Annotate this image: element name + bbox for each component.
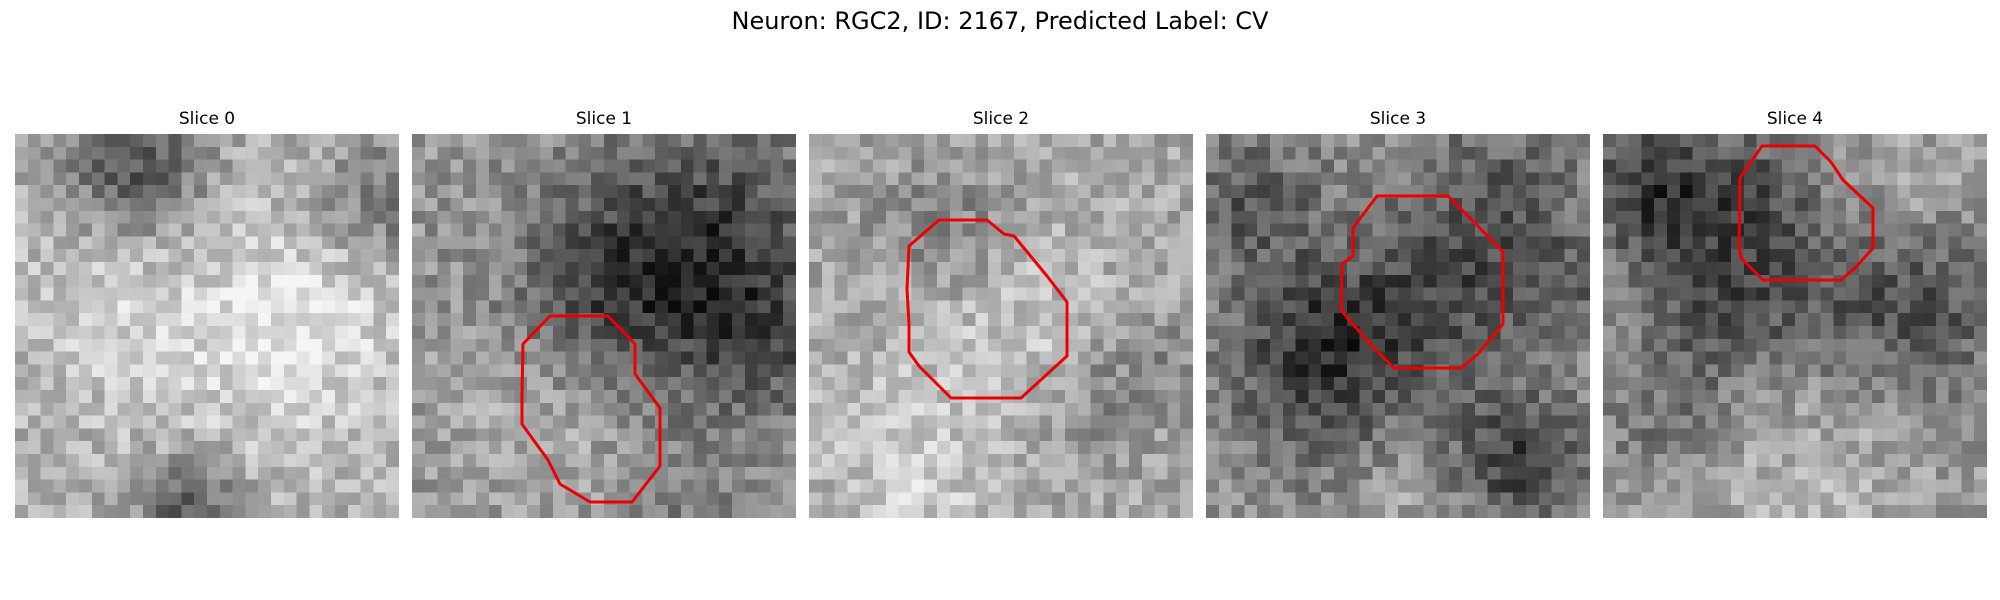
slice-panel-1: Slice 1 [412, 108, 796, 518]
slice-title-3: Slice 3 [1369, 109, 1427, 129]
slice-title-0: Slice 0 [178, 109, 236, 129]
slice-panel-0: Slice 0 [15, 108, 399, 518]
slice-title-1: Slice 1 [575, 109, 633, 129]
slice-title-2: Slice 2 [972, 109, 1030, 129]
slice-image-1 [412, 134, 796, 518]
slice-panel-2: Slice 2 [809, 108, 1193, 518]
figure-title: Neuron: RGC2, ID: 2167, Predicted Label:… [731, 7, 1269, 35]
slice-panel-4: Slice 4 [1603, 108, 1987, 518]
slice-image-3 [1206, 134, 1590, 518]
slice-image-2 [809, 134, 1193, 518]
slice-title-4: Slice 4 [1766, 109, 1824, 129]
slice-image-0 [15, 134, 399, 518]
slice-image-4 [1603, 134, 1987, 518]
slice-panel-3: Slice 3 [1206, 108, 1590, 518]
